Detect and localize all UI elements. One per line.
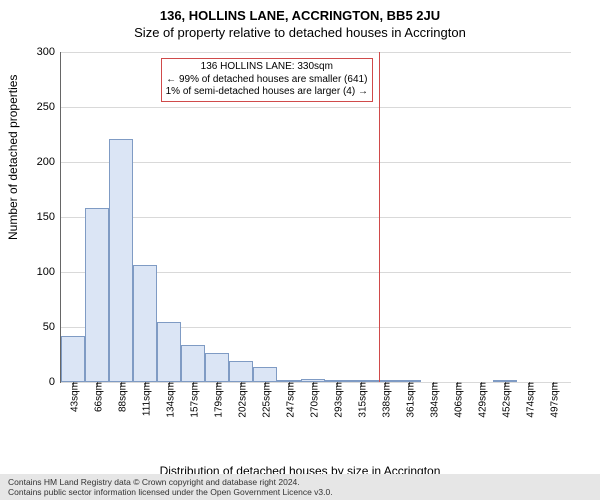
x-tick-label: 225sqm (258, 382, 273, 418)
gridline (61, 162, 571, 163)
gridline (61, 107, 571, 108)
x-tick-label: 134sqm (162, 382, 177, 418)
y-tick-label: 150 (37, 211, 61, 223)
x-tick-label: 315sqm (354, 382, 369, 418)
x-tick-label: 43sqm (66, 382, 81, 412)
x-tick-label: 497sqm (546, 382, 561, 418)
histogram-bar (133, 265, 157, 382)
x-tick-label: 452sqm (498, 382, 513, 418)
x-tick-label: 88sqm (114, 382, 129, 412)
y-tick-label: 100 (37, 266, 61, 278)
histogram-bar (109, 139, 133, 382)
x-tick-label: 202sqm (234, 382, 249, 418)
gridline (61, 52, 571, 53)
x-tick-label: 384sqm (426, 382, 441, 418)
y-tick-label: 200 (37, 156, 61, 168)
annotation-line (379, 52, 380, 382)
x-tick-label: 157sqm (186, 382, 201, 418)
x-tick-label: 247sqm (282, 382, 297, 418)
histogram-bar (157, 322, 181, 383)
x-tick-label: 66sqm (90, 382, 105, 412)
chart-title: 136, HOLLINS LANE, ACCRINGTON, BB5 2JU (0, 0, 600, 23)
x-tick-label: 361sqm (402, 382, 417, 418)
histogram-bar (181, 345, 205, 382)
x-tick-label: 406sqm (450, 382, 465, 418)
gridline (61, 217, 571, 218)
histogram-bar (229, 361, 253, 382)
annotation-box: 136 HOLLINS LANE: 330sqm← 99% of detache… (161, 58, 373, 102)
x-tick-label: 270sqm (306, 382, 321, 418)
annotation-line-1: 136 HOLLINS LANE: 330sqm (166, 61, 368, 74)
x-tick-label: 179sqm (210, 382, 225, 418)
footnote-line-2: Contains public sector information licen… (8, 487, 592, 497)
x-tick-label: 474sqm (522, 382, 537, 418)
annotation-line-3: 1% of semi-detached houses are larger (4… (166, 86, 368, 99)
y-tick-label: 250 (37, 101, 61, 113)
annotation-line-2: ← 99% of detached houses are smaller (64… (166, 74, 368, 87)
histogram-bar (205, 353, 229, 382)
y-tick-label: 0 (49, 376, 61, 388)
histogram-bar (61, 336, 85, 382)
x-tick-label: 293sqm (330, 382, 345, 418)
plot-area: 05010015020025030043sqm66sqm88sqm111sqm1… (60, 52, 571, 383)
footnote-line-1: Contains HM Land Registry data © Crown c… (8, 477, 592, 487)
histogram-bar (85, 208, 109, 382)
y-axis-label: Number of detached properties (6, 75, 20, 240)
chart-subtitle: Size of property relative to detached ho… (0, 23, 600, 40)
footnote: Contains HM Land Registry data © Crown c… (0, 474, 600, 500)
y-tick-label: 50 (43, 321, 61, 333)
x-tick-label: 338sqm (378, 382, 393, 418)
x-tick-label: 111sqm (138, 382, 153, 416)
chart-container: { "header": { "title": "136, HOLLINS LAN… (0, 0, 600, 500)
y-tick-label: 300 (37, 46, 61, 58)
histogram-bar (253, 367, 277, 382)
x-tick-label: 429sqm (474, 382, 489, 418)
